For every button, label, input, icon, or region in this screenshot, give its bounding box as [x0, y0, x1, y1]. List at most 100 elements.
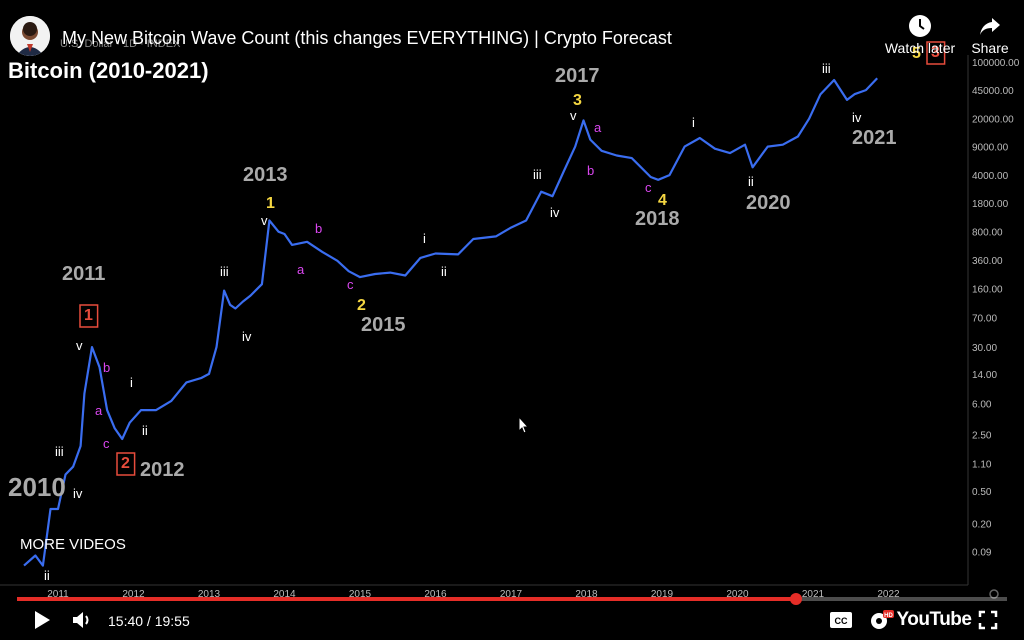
- share-button[interactable]: Share: [962, 14, 1018, 56]
- y-tick-label: 1800.00: [972, 199, 1009, 210]
- wave-label: ii: [142, 423, 148, 438]
- wave-label: iii: [822, 61, 831, 76]
- play-icon: [35, 611, 50, 629]
- price-series-line: [23, 77, 878, 567]
- x-tick-label: 2017: [500, 589, 523, 600]
- wave-label: 2018: [635, 208, 680, 230]
- progress-bar[interactable]: [17, 593, 1007, 605]
- volume-button[interactable]: [68, 606, 96, 634]
- x-tick-label: 2016: [424, 589, 447, 600]
- settings-button[interactable]: HD: [866, 606, 896, 634]
- wave-label: 2013: [243, 164, 288, 186]
- x-tick-label: 2018: [575, 589, 598, 600]
- wave-label: iv: [550, 205, 560, 220]
- x-tick-label: 2014: [273, 589, 296, 600]
- wave-label: 1: [84, 307, 93, 324]
- settings-hd-icon: HD: [871, 610, 894, 629]
- y-tick-label: 0.20: [972, 519, 992, 530]
- chart-title: Bitcoin (2010-2021): [8, 58, 209, 83]
- y-tick-label: 0.09: [972, 547, 992, 558]
- wave-label: b: [587, 163, 594, 178]
- wave-label: i: [423, 231, 426, 246]
- youtube-label: YouTube: [896, 609, 972, 630]
- chart-symbol-text: U.S. Dollar · 1D · INDEX: [60, 38, 181, 50]
- channel-avatar[interactable]: [10, 16, 50, 56]
- more-videos-button[interactable]: MORE VIDEOS: [20, 536, 126, 553]
- svg-text:CC: CC: [835, 616, 848, 626]
- wave-label: ii: [44, 568, 50, 583]
- y-tick-label: 2.50: [972, 430, 992, 441]
- wave-label: iv: [852, 110, 862, 125]
- wave-label: ii: [441, 264, 447, 279]
- y-tick-label: 100000.00: [972, 58, 1020, 69]
- wave-label: c: [347, 277, 354, 292]
- wave-label: 2: [121, 455, 130, 472]
- y-tick-label: 6.00: [972, 400, 992, 411]
- wave-label: b: [103, 360, 110, 375]
- y-tick-label: 4000.00: [972, 171, 1009, 182]
- wave-label-box: [79, 304, 99, 328]
- wave-label: ii: [748, 174, 754, 189]
- y-tick-label: 20000.00: [972, 115, 1014, 126]
- wave-label: i: [130, 375, 133, 390]
- y-tick-label: 14.00: [972, 370, 997, 381]
- share-label: Share: [971, 40, 1009, 56]
- wave-label: 2017: [555, 65, 600, 87]
- bitcoin-chart: 100000.00 45000.00 20000.00 9000.00 4000.00 1…: [0, 41, 1020, 600]
- volume-icon: [73, 612, 89, 628]
- wave-label: 1: [266, 195, 275, 212]
- svg-text:HD: HD: [884, 613, 893, 619]
- x-tick-label: 2019: [651, 589, 674, 600]
- y-tick-label: 9000.00: [972, 143, 1009, 154]
- y-tick-label: 360.00: [972, 256, 1003, 267]
- fullscreen-icon: [978, 610, 998, 630]
- wave-label-box: [116, 452, 136, 476]
- wave-label: v: [570, 108, 577, 123]
- wave-label: 5: [912, 45, 921, 62]
- wave-label: c: [103, 436, 110, 451]
- chart-settings-icon: [989, 589, 999, 599]
- x-tick-label: 2021: [802, 589, 825, 600]
- youtube-logo[interactable]: YouTube: [897, 606, 972, 634]
- fullscreen-button[interactable]: [974, 606, 1002, 634]
- wave-label: a: [594, 120, 602, 135]
- wave-label: 2010: [8, 472, 66, 502]
- share-icon: [962, 14, 1018, 40]
- y-tick-label: 70.00: [972, 313, 997, 324]
- video-title[interactable]: My New Bitcoin Wave Count (this changes …: [62, 28, 672, 48]
- progress-scrubber[interactable]: [790, 593, 803, 605]
- y-tick-label: 45000.00: [972, 86, 1014, 97]
- y-tick-label: 160.00: [972, 284, 1003, 295]
- wave-label: v: [76, 338, 83, 353]
- x-tick-label: 2015: [349, 589, 372, 600]
- wave-label: 2021: [852, 127, 897, 149]
- wave-label: v: [261, 213, 268, 228]
- wave-label: i: [692, 115, 695, 130]
- wave-label: 2020: [746, 192, 791, 214]
- wave-label: 2015: [361, 314, 406, 336]
- wave-label: iii: [533, 167, 542, 182]
- x-tick-label: 2012: [122, 589, 145, 600]
- x-tick-label: 2013: [198, 589, 221, 600]
- y-tick-label: 30.00: [972, 343, 997, 354]
- wave-label: c: [645, 180, 652, 195]
- wave-label: 4: [658, 192, 667, 209]
- play-button[interactable]: [28, 606, 56, 634]
- y-tick-label: 800.00: [972, 228, 1003, 239]
- wave-label: 3: [931, 44, 940, 61]
- wave-label: 3: [573, 92, 582, 109]
- wave-label-box: [926, 41, 946, 65]
- wave-label: iii: [55, 444, 64, 459]
- x-tick-label: 2011: [47, 589, 69, 600]
- wave-label: b: [315, 221, 322, 236]
- captions-icon: CC: [830, 612, 852, 628]
- wave-label: iv: [73, 486, 83, 501]
- wave-label: iv: [242, 329, 252, 344]
- y-tick-label: 0.50: [972, 487, 992, 498]
- x-tick-label: 2020: [726, 589, 749, 600]
- wave-label: 2011: [62, 263, 105, 285]
- watch-later-button[interactable]: Watch later: [884, 14, 956, 56]
- captions-button[interactable]: CC: [826, 606, 856, 634]
- watch-later-label: Watch later: [884, 40, 956, 56]
- wave-label: 2: [357, 297, 366, 314]
